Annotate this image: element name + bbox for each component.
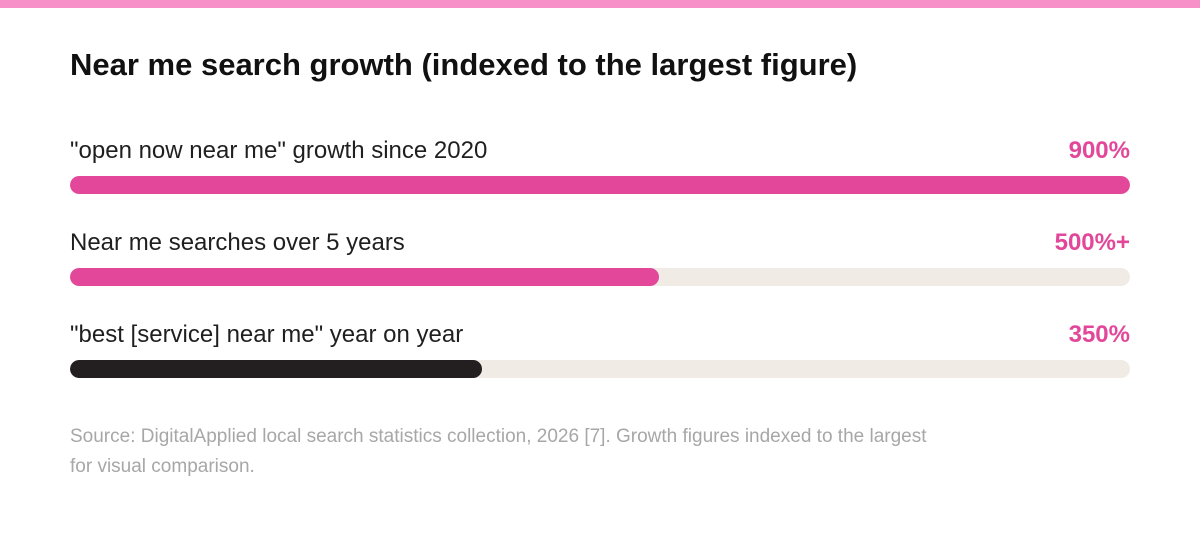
bar-track [70, 176, 1130, 194]
bar-category-label: "best [service] near me" year on year [70, 321, 464, 348]
chart-title: Near me search growth (indexed to the la… [70, 47, 858, 82]
bar-track [70, 360, 1130, 378]
bar-row: Near me searches over 5 years 500%+ [70, 229, 1130, 289]
bar-track [70, 268, 1130, 286]
bar-value-label: 350% [1068, 321, 1130, 348]
bar-category-label: "open now near me" growth since 2020 [70, 137, 488, 164]
bar-value-label: 900% [1068, 137, 1130, 164]
top-accent-border [0, 0, 1200, 8]
bar-row: "best [service] near me" year on year 350… [70, 321, 1130, 381]
bar-fill [70, 176, 1130, 194]
bar-row: "open now near me" growth since 2020 900% [70, 137, 1130, 197]
bar-value-label: 500%+ [1054, 229, 1130, 256]
bar-fill [70, 268, 659, 286]
bar-category-label: Near me searches over 5 years [70, 229, 405, 256]
bar-fill [70, 360, 482, 378]
source-note: Source: DigitalApplied local search stat… [70, 426, 927, 477]
